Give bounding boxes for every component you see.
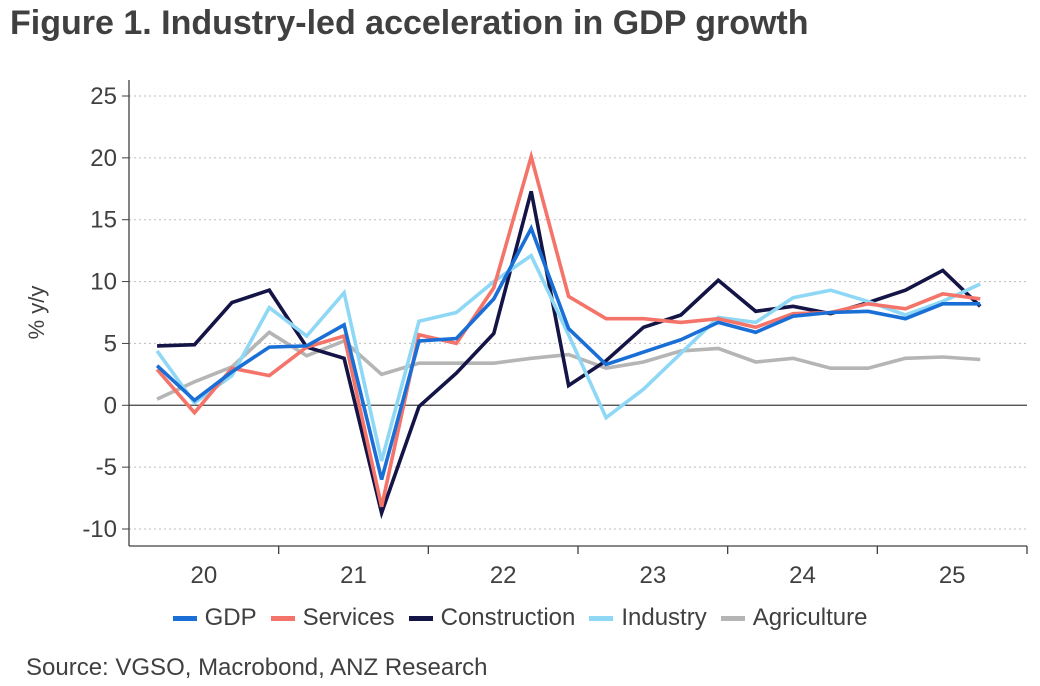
- legend-swatch: [270, 615, 295, 621]
- legend: GDP Services Construction Industry Agricultu…: [0, 604, 1040, 632]
- gridlines: [129, 95, 1027, 530]
- y-tick-label: 15: [90, 207, 117, 234]
- source-note: Source: VGSO, Macrobond, ANZ Research: [26, 654, 488, 681]
- y-axis-label: % y/y: [24, 286, 49, 340]
- series-line-services: [155, 149, 981, 508]
- legend-label: Agriculture: [752, 604, 868, 631]
- series-lines: [155, 149, 982, 520]
- legend-label: Industry: [621, 604, 707, 631]
- axes: [122, 80, 1028, 554]
- legend-swatch: [172, 615, 197, 621]
- x-tick-label: 20: [190, 562, 217, 589]
- legend-label: Services: [302, 604, 395, 631]
- y-tick-label: 10: [90, 269, 117, 296]
- legend-label: GDP: [204, 604, 257, 631]
- legend-swatch: [589, 615, 614, 621]
- y-tick-label: -5: [96, 454, 117, 481]
- legend-item-services: Services: [270, 604, 395, 632]
- legend-swatch: [408, 615, 433, 621]
- tick-labels: 25 20 15 10 5 0 -5 -10 20 21 22 23 24 25 % y/y: [24, 83, 966, 589]
- legend-item-agriculture: Agriculture: [720, 604, 868, 632]
- y-tick-label: 20: [90, 145, 117, 172]
- legend-swatch: [720, 615, 745, 621]
- line-chart: 25 20 15 10 5 0 -5 -10 20 21 22 23 24 25 % y/y: [24, 80, 1028, 589]
- legend-item-industry: Industry: [589, 604, 707, 632]
- x-tick-label: 21: [340, 562, 367, 589]
- legend-item-construction: Construction: [408, 604, 576, 632]
- x-tick-label: 25: [939, 562, 966, 589]
- chart-title: Figure 1. Industry-led acceleration in G…: [10, 4, 809, 42]
- y-tick-label: 0: [104, 392, 117, 419]
- y-tick-label: -10: [82, 516, 117, 543]
- legend-item-gdp: GDP: [172, 604, 257, 632]
- y-tick-label: 5: [104, 330, 117, 357]
- x-tick-label: 23: [639, 562, 666, 589]
- series-line-gdp: [155, 224, 981, 480]
- x-tick-label: 24: [789, 562, 816, 589]
- x-tick-label: 22: [490, 562, 517, 589]
- y-tick-label: 25: [90, 83, 117, 110]
- series-line-construction: [157, 190, 982, 520]
- legend-label: Construction: [440, 604, 576, 631]
- series-line-industry: [155, 252, 981, 462]
